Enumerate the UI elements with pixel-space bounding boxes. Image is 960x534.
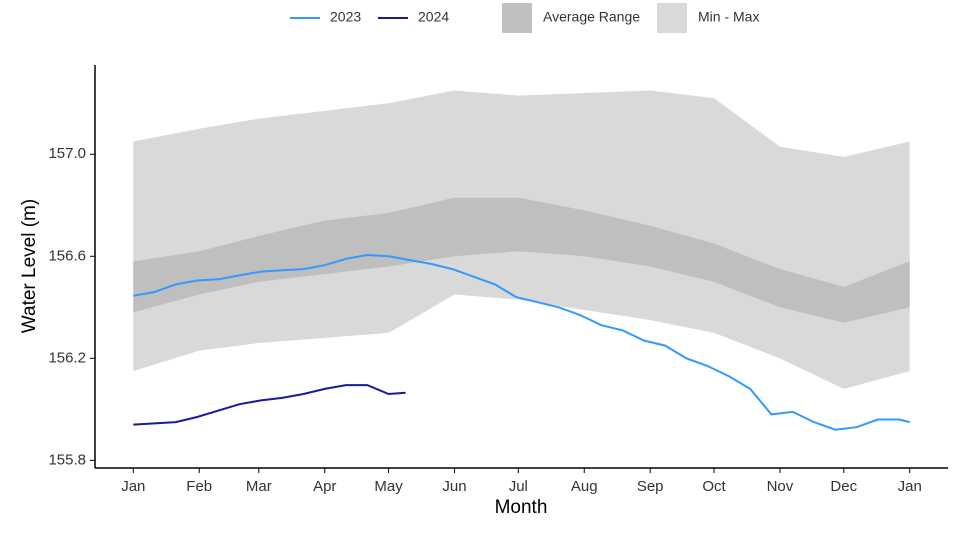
y-tick-label: 155.8 xyxy=(48,451,86,468)
legend-swatch xyxy=(657,3,687,33)
line-series xyxy=(133,253,910,431)
x-tick-label: Aug xyxy=(571,478,598,495)
x-tick-label: Apr xyxy=(313,478,336,495)
x-tick-label: Jan xyxy=(121,478,145,495)
legend: 2023 2024 Average Range Min - Max xyxy=(290,3,759,33)
legend-label: Min - Max xyxy=(698,9,759,25)
legend-label: 2023 xyxy=(330,9,361,25)
x-tick-label: Jan xyxy=(898,478,922,495)
x-tick-label: May xyxy=(374,478,403,495)
legend-label: Average Range xyxy=(543,9,640,25)
y-axis-title: Water Level (m) xyxy=(19,199,40,333)
legend-label: 2024 xyxy=(418,9,449,25)
x-tick-label: Dec xyxy=(830,478,857,495)
x-tick-label: Feb xyxy=(186,478,212,495)
x-tick-label: Jun xyxy=(442,478,466,495)
x-tick-label: Nov xyxy=(767,478,794,495)
y-tick-label: 156.6 xyxy=(48,247,86,264)
x-axis-title: Month xyxy=(495,497,548,518)
x-tick-label: Oct xyxy=(702,478,726,495)
y-tick-label: 156.2 xyxy=(48,349,86,366)
y-tick-label: 157.0 xyxy=(48,145,86,162)
x-tick-label: Jul xyxy=(509,478,528,495)
x-tick-label: Mar xyxy=(246,478,272,495)
x-tick-label: Sep xyxy=(637,478,664,495)
plot-layer: 155.8 156.2 156.6 157.0 Jan Feb Mar Apr May Jun Ju… xyxy=(48,3,922,495)
legend-swatch xyxy=(502,3,532,33)
range-band xyxy=(133,197,910,323)
line-series xyxy=(133,384,406,426)
